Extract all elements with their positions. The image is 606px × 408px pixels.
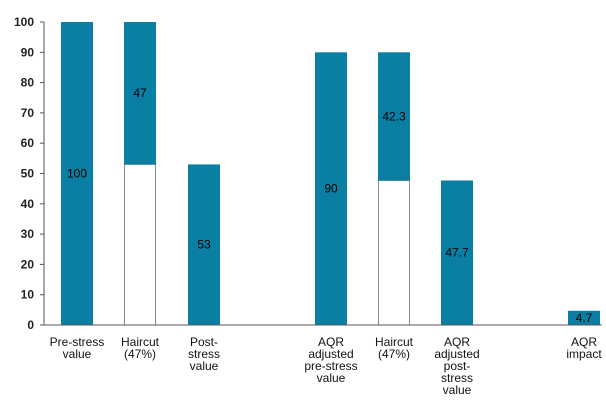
category-label: Pre-stress value xyxy=(50,335,105,361)
y-tick-label: 100 xyxy=(14,15,34,29)
category-label-line: impact xyxy=(566,347,602,361)
category-label-line: value xyxy=(317,371,346,385)
y-tick-label: 0 xyxy=(27,318,34,332)
y-tick-label: 90 xyxy=(21,45,35,59)
waterfall-bar xyxy=(315,52,347,326)
waterfall-bar xyxy=(61,22,93,325)
category-label: Haircut (47%) xyxy=(375,335,414,361)
category-label: Post-stress value xyxy=(188,335,220,373)
category-label-line: Pre-stress xyxy=(50,335,105,349)
y-tick-label: 20 xyxy=(21,257,35,271)
category-label: AQR adjusted pre-stress value xyxy=(304,335,357,385)
y-tick-label: 80 xyxy=(21,76,35,90)
category-label-line: AQR xyxy=(444,335,470,349)
y-tick-label: 10 xyxy=(21,288,35,302)
category-label-line: (47%) xyxy=(124,347,156,361)
waterfall-bar xyxy=(568,310,600,325)
waterfall-base-bar xyxy=(124,163,156,326)
category-label-line: adjusted xyxy=(434,347,479,361)
category-label-line: pre-stress xyxy=(304,359,357,373)
category-label-line: (47%) xyxy=(378,347,410,361)
waterfall-base-bar xyxy=(378,179,410,326)
category-label-line: AQR xyxy=(318,335,344,349)
category-label-line: post- xyxy=(444,359,471,373)
data-label: 42.3 xyxy=(382,109,406,123)
category-label: Haircut (47%) xyxy=(121,335,160,361)
waterfall-bar xyxy=(378,52,410,181)
category-label-line: value xyxy=(190,359,219,373)
waterfall-bar xyxy=(188,164,220,325)
category-label-line: stress xyxy=(441,371,473,385)
category-label-line: adjusted xyxy=(308,347,353,361)
category-label-line: stress xyxy=(188,347,220,361)
data-label: 53 xyxy=(197,238,211,252)
category-label-line: value xyxy=(63,347,92,361)
category-label-line: Post- xyxy=(190,335,218,349)
data-label: 90 xyxy=(324,182,338,196)
y-tick-label: 60 xyxy=(21,136,35,150)
y-tick-label: 50 xyxy=(21,167,35,181)
waterfall-bar xyxy=(441,180,473,325)
category-label: AQR impact xyxy=(566,335,602,361)
data-label: 47.7 xyxy=(445,246,469,260)
category-label-line: AQR xyxy=(571,335,597,349)
y-tick-label: 70 xyxy=(21,106,35,120)
category-label-line: value xyxy=(443,383,472,397)
category-label: AQR adjusted post-stress value xyxy=(434,335,479,397)
data-label: 100 xyxy=(67,167,87,181)
category-label-line: Haircut xyxy=(375,335,414,349)
data-label: 4.7 xyxy=(576,311,593,325)
category-label-line: Haircut xyxy=(121,335,160,349)
y-tick-label: 40 xyxy=(21,197,35,211)
y-tick-label: 30 xyxy=(21,227,35,241)
waterfall-bar xyxy=(124,22,156,165)
data-label: 47 xyxy=(133,86,147,100)
